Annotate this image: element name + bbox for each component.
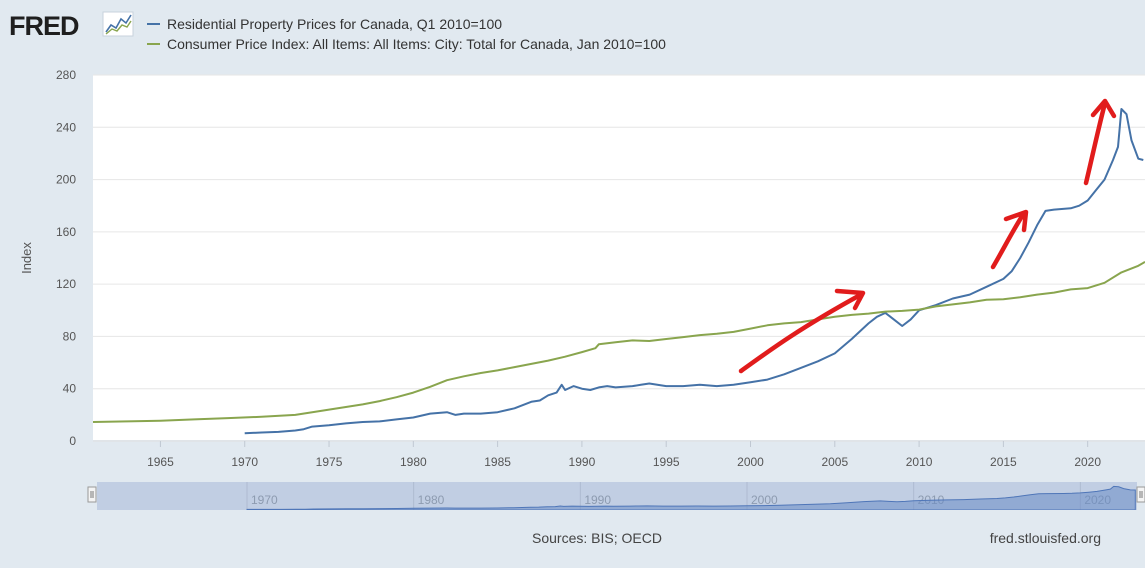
series-line-1[interactable] <box>93 261 1145 423</box>
navigator-tick-label-1980: 1980 <box>418 493 445 507</box>
navigator-tick-label-1970: 1970 <box>251 493 278 507</box>
navigator-tick-label-1990: 1990 <box>584 493 611 507</box>
y-tick-label-80: 80 <box>63 329 77 343</box>
x-tick-label-1975: 1975 <box>316 455 343 469</box>
legend-label-cpi: Consumer Price Index: All Items: All Ite… <box>167 36 666 52</box>
navigator-series-area <box>246 485 1136 510</box>
arrow-icon-2015 <box>990 209 1029 270</box>
sources-text: Sources: BIS; OECD <box>532 530 662 546</box>
plot-area <box>93 75 1145 442</box>
navigator-right-handle[interactable] <box>1136 486 1145 503</box>
y-tick-label-120: 120 <box>56 277 76 291</box>
x-tick-label-2020: 2020 <box>1074 455 1101 469</box>
arrow-icon-2020 <box>1083 98 1117 186</box>
gridlines <box>93 74 1145 390</box>
x-tick-label-1985: 1985 <box>484 455 511 469</box>
x-tick-label-1965: 1965 <box>147 455 174 469</box>
arrow-icon-2000s <box>738 288 866 374</box>
y-tick-label-0: 0 <box>69 434 76 448</box>
fred-logo[interactable]: FRED <box>9 11 134 41</box>
legend-item-cpi[interactable]: Consumer Price Index: All Items: All Ite… <box>147 36 666 52</box>
x-tick-label-1980: 1980 <box>400 455 427 469</box>
x-tick-label-2010: 2010 <box>906 455 933 469</box>
x-tick-label-2000: 2000 <box>737 455 764 469</box>
navigator-tick-label-2000: 2000 <box>751 493 778 507</box>
fred-logo-text: FRED <box>9 11 79 41</box>
x-tick-label-1970: 1970 <box>231 455 258 469</box>
range-navigator[interactable]: 197019801990200020102020 <box>87 482 1145 510</box>
navigator-left-handle[interactable] <box>87 486 97 503</box>
x-axis-ticks: 1965 1970 1975 1980 1985 1990 1995 2000 2005 2010… <box>147 441 1101 469</box>
y-tick-label-160: 160 <box>56 225 76 239</box>
line-graph-icon <box>102 11 134 37</box>
x-tick-label-1995: 1995 <box>653 455 680 469</box>
series-group <box>93 108 1145 435</box>
legend: Residential Property Prices for Canada, … <box>147 16 666 52</box>
site-link[interactable]: fred.stlouisfed.org <box>990 530 1101 546</box>
y-tick-label-40: 40 <box>63 382 77 396</box>
red-annotation-arrows <box>738 98 1117 374</box>
series-line-0[interactable] <box>244 108 1144 435</box>
legend-item-property-prices[interactable]: Residential Property Prices for Canada, … <box>147 16 502 32</box>
y-tick-label-280: 280 <box>56 68 76 82</box>
legend-label-property-prices: Residential Property Prices for Canada, … <box>167 16 502 32</box>
y-tick-label-240: 240 <box>56 120 76 134</box>
x-tick-label-1990: 1990 <box>569 455 596 469</box>
x-tick-label-2005: 2005 <box>821 455 848 469</box>
y-axis-ticks: 0 40 80 120 160 200 240 280 <box>56 68 76 448</box>
y-tick-label-200: 200 <box>56 173 76 187</box>
x-tick-label-2015: 2015 <box>990 455 1017 469</box>
y-axis-title: Index <box>19 242 34 274</box>
